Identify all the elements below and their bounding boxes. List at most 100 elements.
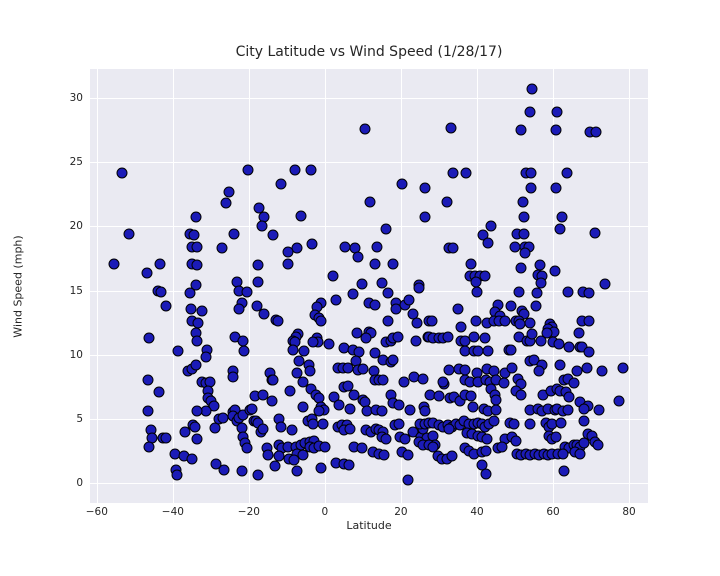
data-point (241, 442, 253, 454)
data-point (186, 453, 198, 465)
chart-title: City Latitude vs Wind Speed (1/28/17) (235, 44, 503, 60)
data-point (196, 305, 208, 317)
data-point (364, 196, 376, 208)
x-tick-label: −40 (161, 506, 184, 518)
gridline-horizontal (90, 98, 648, 100)
data-point (578, 415, 590, 427)
data-point (515, 124, 527, 136)
gridline-horizontal (90, 162, 648, 164)
data-point (315, 462, 327, 474)
data-point (378, 449, 390, 461)
data-point (571, 365, 583, 377)
data-point (441, 196, 452, 208)
data-point (333, 399, 345, 411)
data-point (116, 167, 127, 178)
data-point (272, 315, 284, 327)
data-point (191, 405, 203, 417)
data-point (549, 265, 561, 277)
data-point (377, 374, 389, 386)
data-point (387, 354, 399, 366)
gridline-vertical (629, 69, 630, 503)
data-point (227, 371, 239, 382)
data-point (282, 258, 294, 270)
y-axis-label: Wind Speed (mph) (11, 235, 25, 338)
data-point (480, 445, 492, 457)
data-point (289, 164, 301, 176)
data-point (402, 449, 414, 461)
data-point (526, 328, 538, 340)
data-point (535, 277, 547, 289)
data-point (330, 294, 342, 305)
data-point (561, 167, 573, 178)
data-point (360, 332, 372, 344)
data-point (343, 459, 355, 471)
data-point (515, 262, 527, 273)
data-point (524, 106, 536, 118)
data-point (376, 277, 388, 289)
data-point (387, 258, 399, 270)
data-point (526, 83, 538, 95)
data-point (319, 441, 331, 453)
data-point (410, 335, 422, 347)
data-point (393, 418, 405, 430)
plot-area (90, 69, 648, 503)
data-point (123, 228, 135, 240)
data-point (223, 186, 235, 198)
gridline-vertical (248, 69, 250, 503)
data-point (413, 282, 425, 294)
data-point (275, 421, 287, 432)
gridline-vertical (553, 69, 554, 503)
data-point (541, 327, 553, 339)
data-point (455, 321, 467, 332)
data-point (442, 331, 454, 343)
data-point (154, 258, 166, 270)
data-point (613, 395, 625, 407)
x-tick-label: 80 (622, 506, 636, 518)
data-point (479, 332, 491, 344)
x-tick-label: 60 (546, 506, 560, 518)
data-point (556, 211, 568, 223)
data-point (238, 345, 250, 357)
data-point (499, 315, 511, 327)
data-point (142, 374, 154, 386)
data-point (589, 227, 601, 239)
data-point (287, 344, 299, 356)
gridline-horizontal (90, 290, 648, 292)
gridline-horizontal (90, 418, 648, 420)
data-point (191, 241, 203, 253)
data-point (563, 341, 575, 353)
data-point (419, 182, 431, 194)
data-point (155, 286, 167, 298)
x-tick-label: 20 (394, 506, 408, 518)
data-point (179, 426, 191, 438)
data-point (482, 345, 494, 357)
data-point (596, 365, 608, 377)
data-point (508, 418, 520, 430)
data-point (460, 167, 472, 178)
data-point (369, 347, 381, 359)
data-point (519, 247, 531, 259)
data-point (447, 167, 459, 178)
data-point (380, 223, 392, 235)
data-point (518, 211, 530, 223)
data-point (160, 432, 172, 444)
data-point (535, 335, 547, 347)
y-tick-label: 5 (76, 412, 83, 425)
gridline-horizontal (90, 354, 648, 356)
data-point (269, 460, 281, 472)
data-point (291, 465, 303, 477)
data-point (153, 386, 165, 398)
data-point (465, 390, 477, 402)
data-point (305, 164, 317, 176)
y-tick-label: 25 (69, 156, 83, 169)
data-point (357, 363, 369, 375)
data-point (505, 344, 517, 356)
data-point (581, 362, 593, 373)
y-tick-label: 0 (76, 477, 83, 489)
data-point (574, 448, 586, 459)
x-tick-label: 0 (321, 506, 329, 518)
data-point (419, 211, 431, 223)
data-point (251, 300, 263, 312)
data-point (298, 345, 310, 357)
data-point (578, 437, 590, 449)
